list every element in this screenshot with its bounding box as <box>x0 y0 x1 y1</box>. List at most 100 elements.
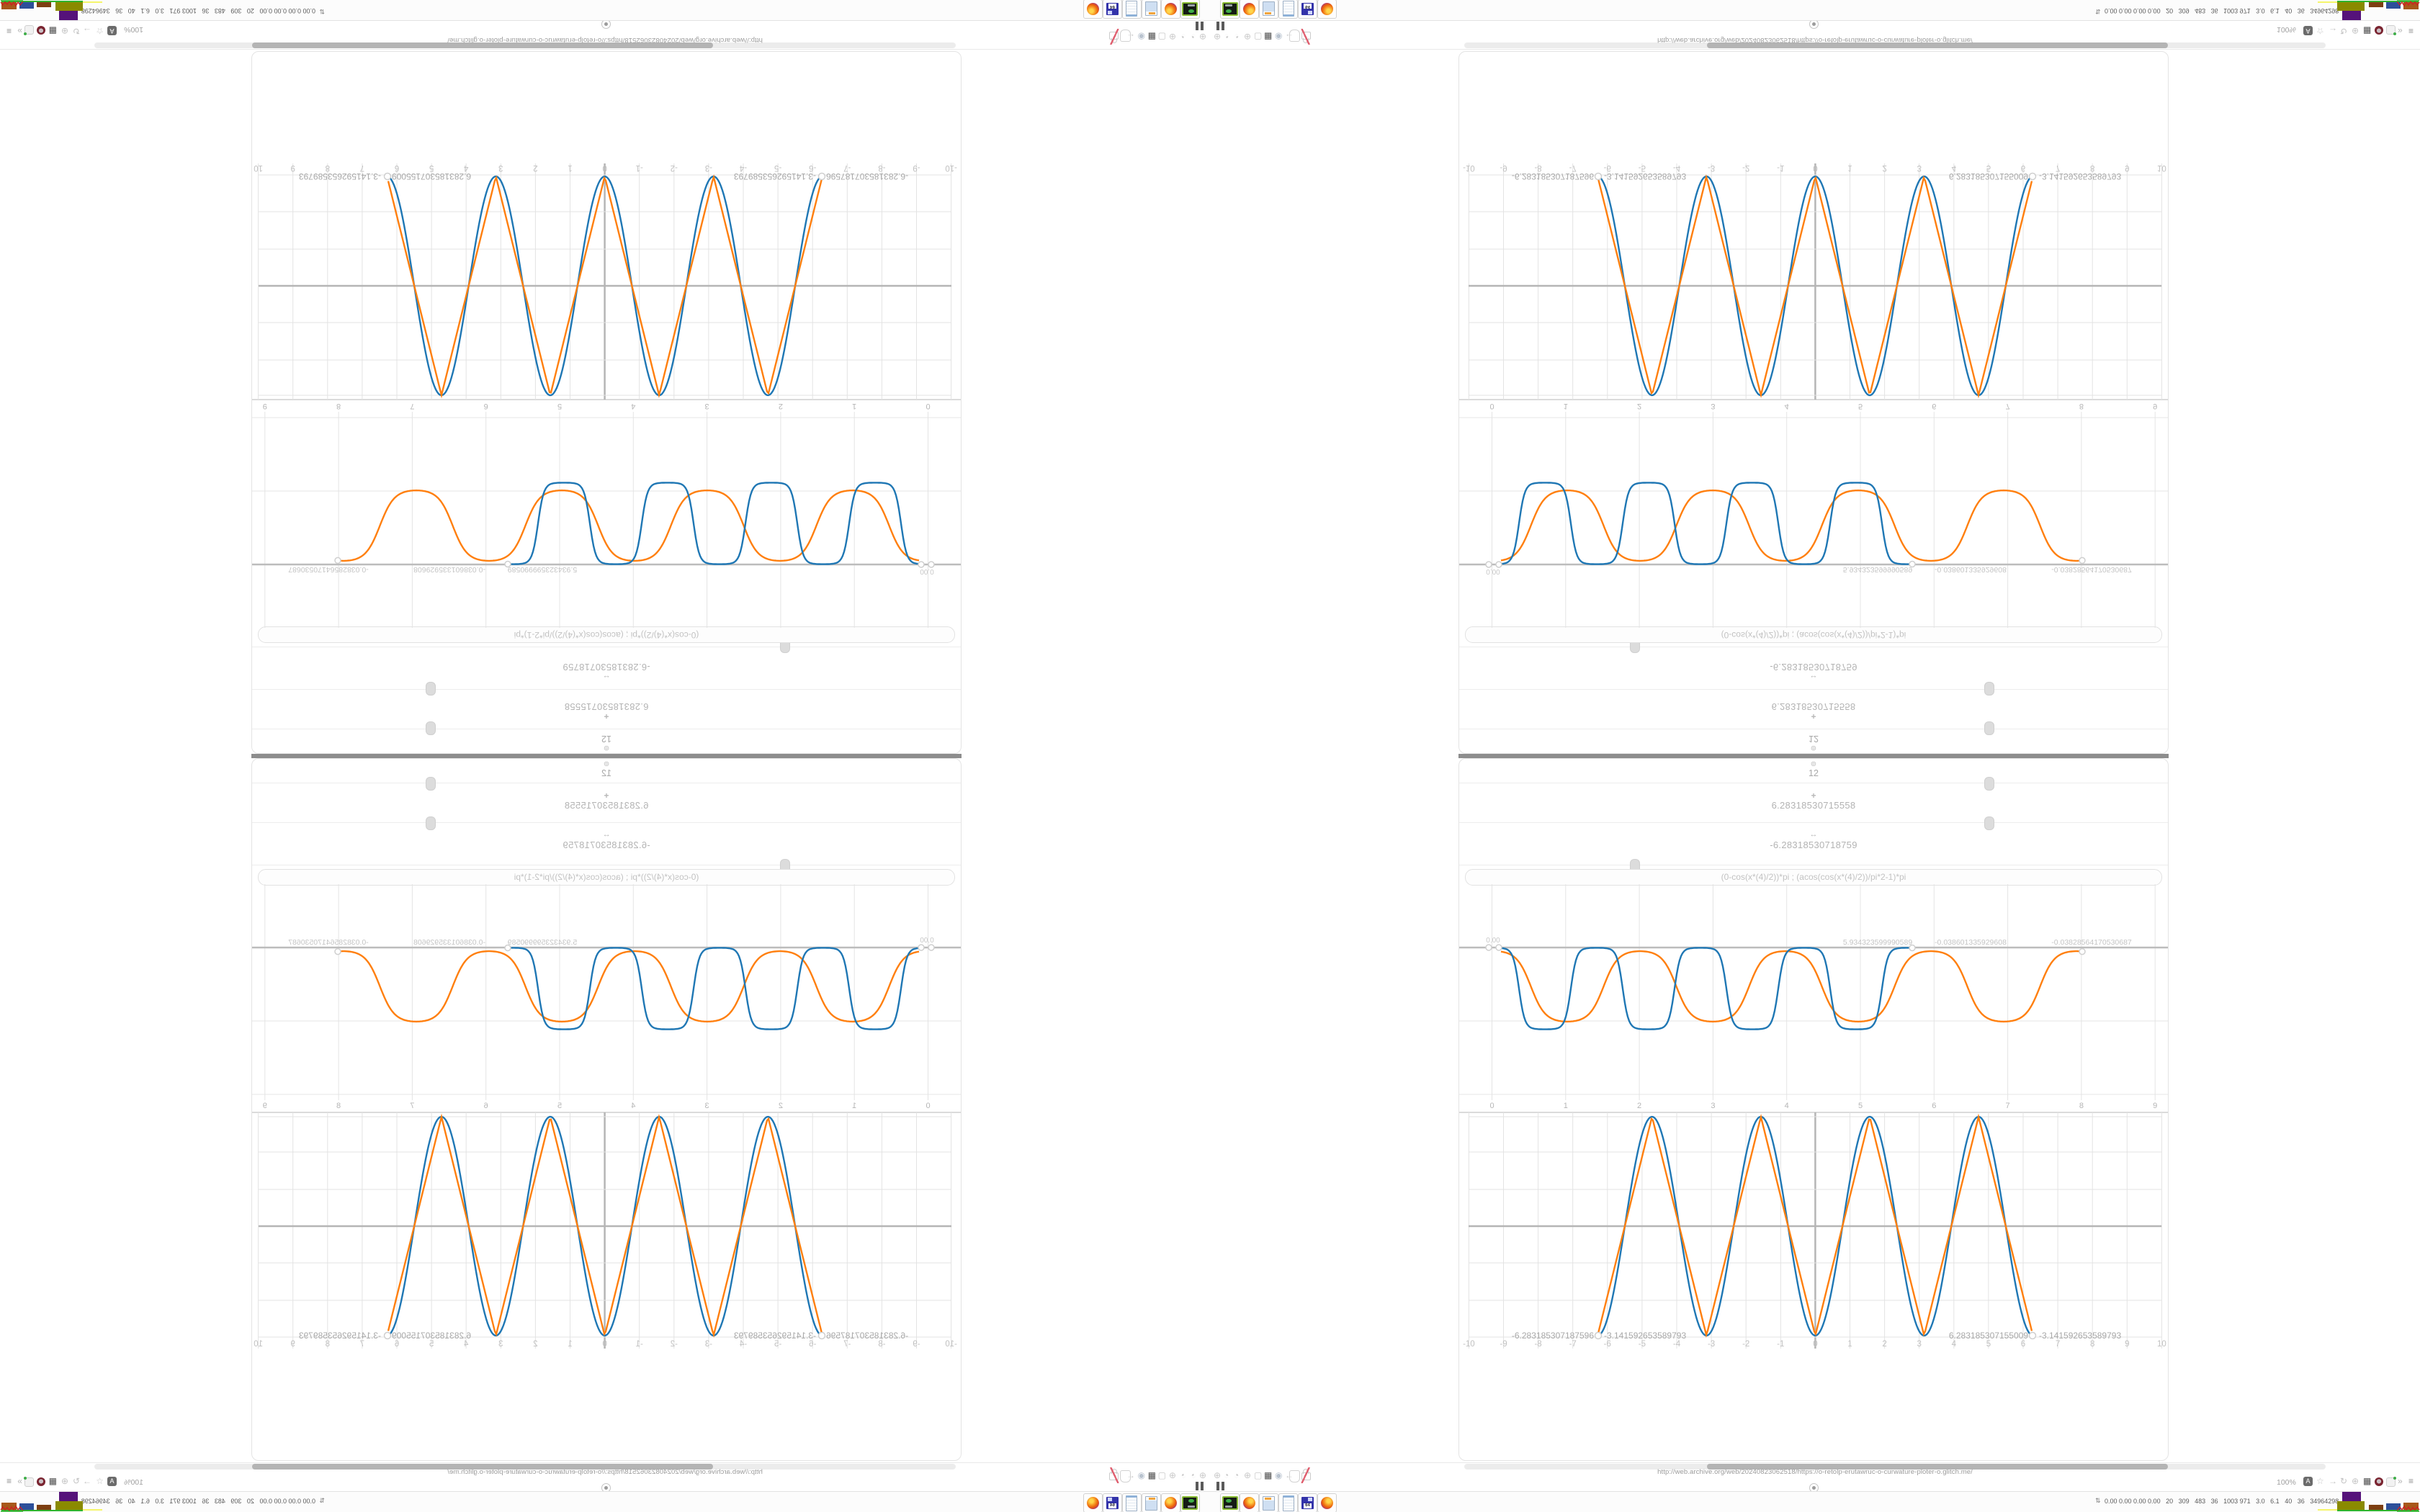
shield-icon[interactable] <box>1120 1470 1131 1482</box>
star-icon[interactable]: ☆ <box>2316 26 2324 36</box>
bottom-chart-canvas[interactable]: 0 1 2 3 4 5 6 7 8 9 -6.283185307187596 -3.141592653… <box>1459 1100 2168 1391</box>
forward-arrow-icon[interactable]: → <box>2329 26 2337 36</box>
badge-icon[interactable]: ◉ <box>1137 32 1145 42</box>
globe-icon[interactable]: ⊕ <box>1168 32 1176 42</box>
menu-icon[interactable]: ≡ <box>6 26 12 36</box>
forward-arrow-icon[interactable]: → <box>2329 1476 2337 1486</box>
gauge-icon[interactable]: ◔ <box>1234 1470 1240 1480</box>
globe-icon[interactable]: ⊕ <box>2352 1476 2360 1486</box>
globe-icon[interactable]: ⊕ <box>1214 1470 1222 1480</box>
extension-icon[interactable] <box>24 1477 34 1487</box>
star-icon[interactable]: ☆ <box>96 26 104 36</box>
slider-track-upper[interactable] <box>1459 822 2168 823</box>
overflow-chevron-icon[interactable]: » <box>17 26 22 36</box>
slider-thumb-points[interactable] <box>1984 777 1994 791</box>
zoom-level-label[interactable]: 100% <box>124 25 143 34</box>
trash-icon[interactable]: ▦ <box>1264 1470 1273 1480</box>
slider-track-upper[interactable] <box>1459 689 2168 690</box>
slider-thumb-upper[interactable] <box>426 816 436 830</box>
url-bar[interactable]: http://web.archive.org/web/2024082306251… <box>447 36 763 44</box>
reader-mode-icon[interactable]: A <box>107 1477 117 1486</box>
tracking-protection-icon[interactable] <box>37 26 45 35</box>
zoom-level-label[interactable]: 100% <box>2277 1478 2296 1487</box>
extension-icon[interactable] <box>2386 25 2396 35</box>
overflow-chevron-icon[interactable]: » <box>2398 26 2403 36</box>
menu-icon[interactable]: ≡ <box>2408 26 2414 36</box>
reader-mode-icon[interactable]: A <box>2303 26 2313 35</box>
star-icon[interactable]: ☆ <box>2316 1476 2324 1486</box>
slider-track-upper[interactable] <box>252 689 961 690</box>
floppy-launcher-icon[interactable]: 64 <box>1103 0 1122 19</box>
middle-chart-canvas[interactable]: 0.00 5.934323599990589 -0.038601335929608 -… <box>252 884 961 1100</box>
tracking-protection-icon[interactable] <box>37 1477 45 1486</box>
reader-mode-icon[interactable]: A <box>2303 1477 2313 1486</box>
trash-icon[interactable]: ▦ <box>2363 1476 2372 1486</box>
gauge-icon[interactable]: ◔ <box>1180 1470 1186 1480</box>
middle-chart-canvas[interactable]: 0.00 5.934323599990589 -0.038601335929608 -… <box>1459 884 2168 1100</box>
globe-icon[interactable]: ⊕ <box>1244 1470 1252 1480</box>
slider-thumb-upper[interactable] <box>1984 682 1994 696</box>
gauge-icon[interactable]: ◔ <box>1224 32 1229 42</box>
star-icon[interactable]: ☆ <box>96 1476 104 1486</box>
firefox-launcher-icon[interactable] <box>1083 0 1103 19</box>
folder-icon[interactable]: ▢ <box>1254 32 1263 42</box>
forward-arrow-icon[interactable]: → <box>83 26 91 36</box>
menu-icon[interactable]: ≡ <box>2408 1476 2414 1486</box>
gauge-icon[interactable]: ◔ <box>1191 1470 1196 1480</box>
trash-icon[interactable]: ▦ <box>2363 26 2372 36</box>
slider-thumb-upper[interactable] <box>426 682 436 696</box>
firefox-launcher-icon[interactable] <box>1317 1493 1337 1512</box>
formula-input[interactable]: (0-cos(x*(4)/2))*pi ; (acos(cos(x*(4)/2)… <box>1465 869 2162 886</box>
bottom-chart-canvas[interactable]: 0 1 2 3 4 5 6 7 8 9 -6.283185307187596 -3.141592653… <box>252 121 961 412</box>
refresh-icon[interactable]: ↻ <box>72 1476 80 1486</box>
globe-icon[interactable]: ⊕ <box>1214 32 1222 42</box>
trash-icon[interactable]: ▦ <box>48 1476 57 1486</box>
extension-icon[interactable] <box>2386 1477 2396 1487</box>
notepad-launcher-icon[interactable] <box>1122 0 1142 19</box>
gauge-icon[interactable]: ◔ <box>1224 1470 1229 1480</box>
trash-icon[interactable]: ▦ <box>1147 32 1156 42</box>
trash-icon[interactable]: ▦ <box>1147 1470 1156 1480</box>
overflow-chevron-icon[interactable]: » <box>17 1476 22 1486</box>
bottom-chart-canvas[interactable]: 0 1 2 3 4 5 6 7 8 9 -6.283185307187596 -3.141592653… <box>1459 121 2168 412</box>
refresh-icon[interactable]: ↻ <box>2340 26 2348 36</box>
folder-icon[interactable]: ▢ <box>1254 1470 1263 1480</box>
overflow-chevron-icon[interactable]: » <box>2398 1476 2403 1486</box>
calculator-launcher-icon[interactable] <box>1259 1493 1278 1512</box>
calculator-launcher-icon[interactable] <box>1259 0 1278 19</box>
firefox-launcher-icon[interactable] <box>1317 0 1337 19</box>
drive-launcher-icon[interactable] <box>1220 0 1240 19</box>
globe-icon[interactable]: ⊕ <box>60 26 68 36</box>
notepad-launcher-icon[interactable] <box>1278 1493 1298 1512</box>
badge-icon[interactable]: ◉ <box>1137 1470 1145 1480</box>
floppy-launcher-icon[interactable]: 64 <box>1298 1493 1317 1512</box>
slider-thumb-points[interactable] <box>426 721 436 735</box>
firefox-launcher-icon[interactable] <box>1240 0 1259 19</box>
formula-input[interactable]: (0-cos(x*(4)/2))*pi ; (acos(cos(x*(4)/2)… <box>258 626 955 643</box>
horizontal-scrollbar-thumb[interactable] <box>1707 1464 2168 1470</box>
globe-icon[interactable]: ⊕ <box>2352 26 2360 36</box>
globe-icon[interactable]: ⊕ <box>60 1476 68 1486</box>
gauge-icon[interactable]: ◔ <box>1191 32 1196 42</box>
notepad-launcher-icon[interactable] <box>1278 0 1298 19</box>
url-bar[interactable]: http://web.archive.org/web/2024082306251… <box>1657 36 1973 44</box>
tracking-protection-icon[interactable] <box>2375 1477 2383 1486</box>
drive-launcher-icon[interactable] <box>1180 1493 1200 1512</box>
zoom-level-label[interactable]: 100% <box>2277 25 2296 34</box>
globe-icon[interactable]: ⊕ <box>1244 32 1252 42</box>
middle-chart-canvas[interactable]: 0.00 5.934323599990589 -0.038601335929608 -… <box>1459 412 2168 628</box>
firefox-launcher-icon[interactable] <box>1083 1493 1103 1512</box>
extension-icon[interactable] <box>24 25 34 35</box>
slider-thumb-points[interactable] <box>1984 721 1994 735</box>
zoom-level-label[interactable]: 100% <box>124 1478 143 1487</box>
firefox-launcher-icon[interactable] <box>1161 0 1180 19</box>
globe-icon[interactable]: ⊕ <box>1168 1470 1176 1480</box>
menu-icon[interactable]: ≡ <box>6 1476 12 1486</box>
badge-icon[interactable]: ◉ <box>1275 1470 1283 1480</box>
notepad-launcher-icon[interactable] <box>1122 1493 1142 1512</box>
globe-icon[interactable]: ⊕ <box>1198 32 1206 42</box>
refresh-icon[interactable]: ↻ <box>2340 1476 2348 1486</box>
trash-icon[interactable]: ▦ <box>1264 32 1273 42</box>
drive-launcher-icon[interactable] <box>1180 0 1200 19</box>
slider-thumb-points[interactable] <box>426 777 436 791</box>
